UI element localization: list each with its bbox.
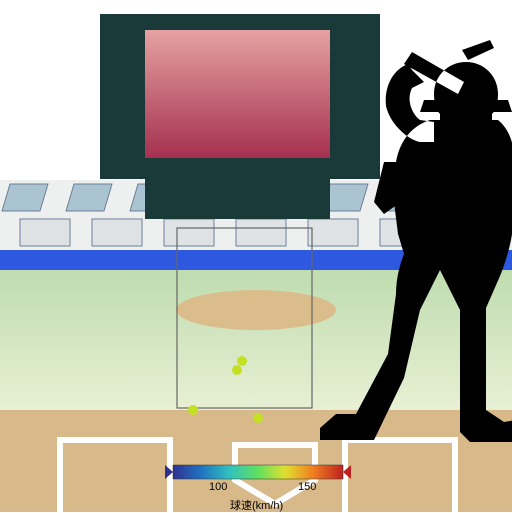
pitch-location-chart: 100 150 球速(km/h) [0, 0, 512, 512]
legend-tick-100: 100 [209, 481, 227, 493]
chart-svg [0, 0, 512, 512]
legend-tick-150: 150 [298, 481, 316, 493]
legend-axis-label: 球速(km/h) [230, 497, 283, 513]
